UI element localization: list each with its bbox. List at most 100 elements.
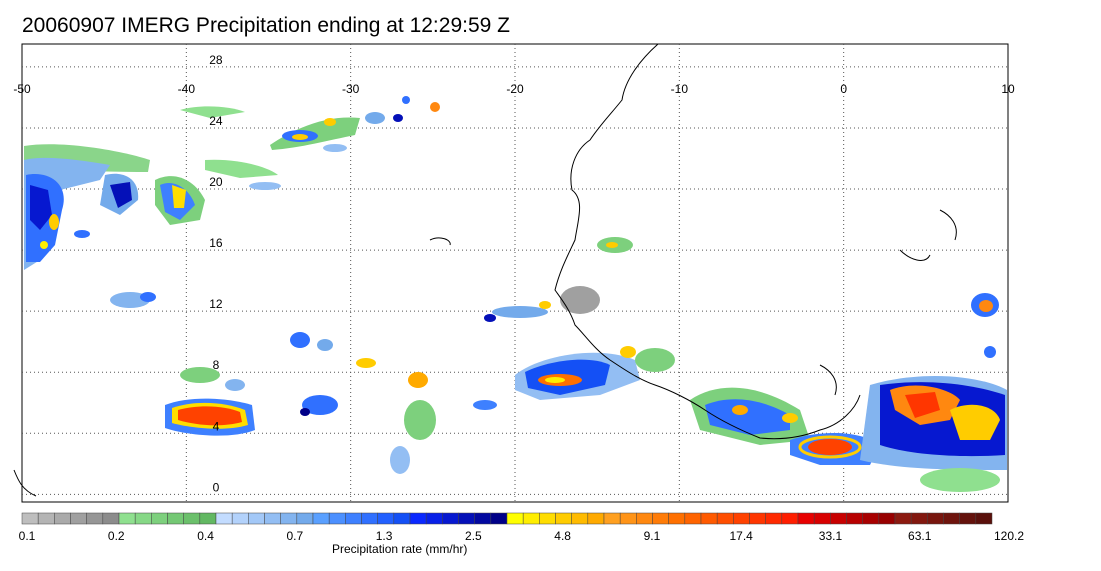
inland-lakes [429, 209, 957, 261]
colorbar-cell [797, 512, 815, 525]
precipitation-layer [24, 96, 1007, 492]
colorbar-cell [361, 512, 378, 525]
colorbar-cell [652, 512, 669, 525]
colorbar-cell [716, 512, 734, 525]
colorbar-cell [619, 512, 637, 525]
lat-tick-label: 0 [213, 480, 220, 494]
colorbar-cell [555, 512, 572, 525]
colorbar-cells [21, 512, 993, 525]
colorbar-cell [425, 512, 443, 525]
colorbar-cell [21, 512, 39, 525]
colorbar-cell [765, 512, 783, 525]
colorbar-cell [264, 512, 281, 525]
colorbar-cell [134, 512, 152, 525]
colorbar-label: 17.4 [730, 529, 754, 543]
colorbar-cell [231, 512, 249, 525]
colorbar-cell [522, 512, 540, 525]
colorbar-cell [830, 512, 847, 525]
colorbar-cell [490, 512, 508, 525]
colorbar-label: 0.7 [286, 529, 303, 543]
colorbar-cell [684, 512, 702, 525]
coastlines [13, 43, 957, 497]
colorbar-cell [733, 512, 750, 525]
colorbar-cell [280, 512, 298, 525]
colorbar-cell [749, 512, 766, 525]
colorbar-cell [458, 512, 475, 525]
lon-tick-label: -50 [13, 82, 31, 96]
colorbar-cell [910, 512, 928, 525]
lat-tick-label: 20 [209, 175, 223, 189]
colorbar-label: 0.4 [197, 529, 214, 543]
colorbar-cell [377, 512, 395, 525]
colorbar-cell [199, 512, 217, 525]
colorbar-labels: 0.1 0.2 0.4 0.7 1.3 2.5 4.8 9.1 17.4 33.1 63.1 120.… [19, 529, 1025, 543]
colorbar-cell [975, 512, 993, 525]
colorbar-cell [636, 512, 653, 525]
colorbar-cell [118, 512, 136, 525]
lon-tick-label: -30 [342, 82, 360, 96]
colorbar-label: 33.1 [819, 529, 843, 543]
colorbar-cell [603, 512, 621, 525]
brazil-coast [13, 469, 37, 497]
colorbar-cell [506, 512, 524, 525]
colorbar-cell [54, 512, 71, 525]
colorbar-title: Precipitation rate (mm/hr) [332, 542, 468, 556]
rain-cluster-nw-atlantic [24, 144, 205, 308]
colorbar-cell [167, 512, 184, 525]
lat-tick-label: 8 [213, 358, 220, 372]
colorbar-cell [927, 512, 944, 525]
colorbar-cell [102, 512, 120, 525]
colorbar-cell [539, 512, 556, 525]
colorbar-cell [215, 512, 233, 525]
colorbar-cell [894, 512, 912, 525]
colorbar-cell [345, 512, 362, 525]
rain-cluster-west-africa [515, 237, 675, 400]
lat-tick-label: 4 [213, 419, 220, 433]
colorbar-cell [668, 512, 686, 525]
lon-tick-label: 0 [840, 82, 847, 96]
colorbar-label: 0.1 [19, 529, 36, 543]
colorbar-label: 120.2 [994, 529, 1024, 543]
colorbar-cell [312, 512, 330, 525]
river-outline [819, 364, 837, 396]
colorbar-label: 4.8 [554, 529, 571, 543]
colorbar-label: 1.3 [376, 529, 393, 543]
colorbar-cell [409, 512, 427, 525]
colorbar-label: 63.1 [908, 529, 932, 543]
colorbar-cell [878, 512, 896, 525]
rain-cluster-central-atlantic-north [180, 96, 440, 190]
colorbar-cell [86, 512, 104, 525]
colorbar-cell [959, 512, 977, 525]
colorbar-cell [393, 512, 411, 525]
colorbar-cell [151, 512, 168, 525]
colorbar-cell [813, 512, 831, 525]
lon-tick-label: -10 [671, 82, 689, 96]
colorbar-cell [37, 512, 55, 525]
colorbar-cell [700, 512, 718, 525]
lat-tick-label: 28 [209, 53, 223, 67]
colorbar-cell [296, 512, 314, 525]
lon-tick-label: 10 [1001, 82, 1015, 96]
lat-tick-label: 16 [209, 236, 223, 250]
colorbar-cell [183, 512, 201, 525]
rain-cluster-itcz-west [165, 301, 551, 474]
colorbar-cell [943, 512, 960, 525]
colorbar-cell [328, 512, 346, 525]
colorbar-cell [781, 512, 799, 525]
lat-tick-label: 24 [209, 114, 223, 128]
colorbar-cell [70, 512, 87, 525]
colorbar-cell [442, 512, 459, 525]
colorbar-label: 2.5 [465, 529, 482, 543]
lat-tick-label: 12 [209, 297, 223, 311]
colorbar-cell [571, 512, 589, 525]
colorbar-cell [846, 512, 863, 525]
colorbar-cell [474, 512, 492, 525]
map-title: 20060907 IMERG Precipitation ending at 1… [22, 14, 510, 37]
colorbar-cell [862, 512, 880, 525]
colorbar-cell [587, 512, 605, 525]
colorbar-label: 9.1 [644, 529, 661, 543]
colorbar-label: 0.2 [108, 529, 125, 543]
africa-coastline [554, 43, 861, 440]
